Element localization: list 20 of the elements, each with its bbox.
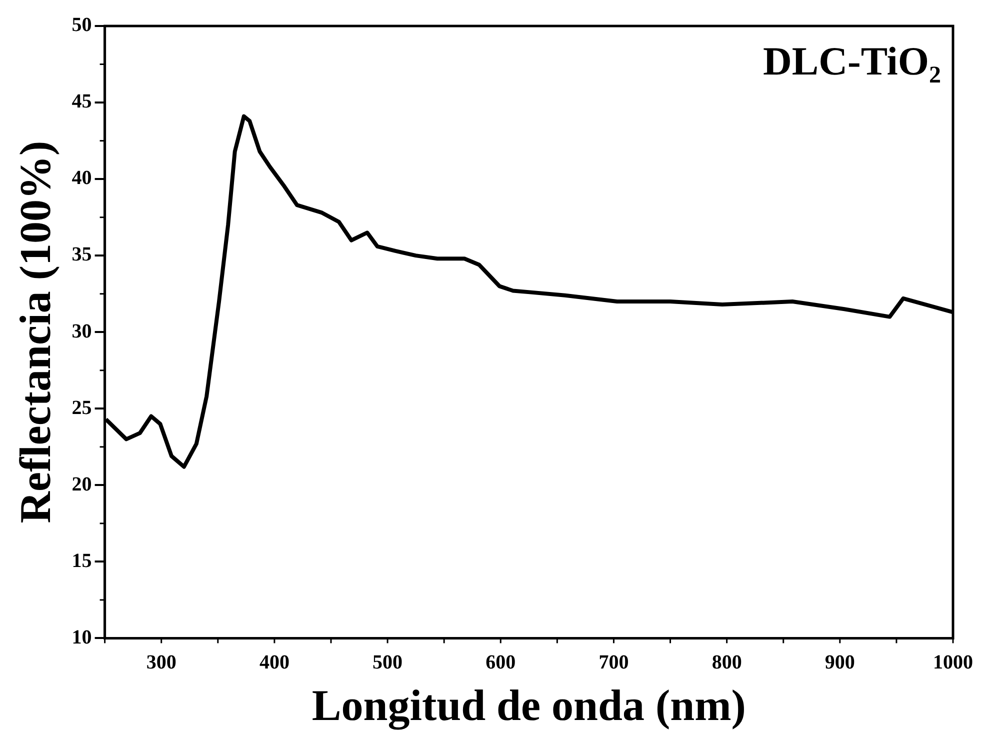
y-tick-label: 40 <box>72 167 92 190</box>
y-tick-label: 10 <box>72 626 92 648</box>
y-tick-label: 20 <box>72 473 92 496</box>
y-axis-title: Reflectancia (100%) <box>10 140 60 524</box>
x-tick-label: 700 <box>598 651 629 674</box>
x-axis-title: Longitud de onda (nm) <box>312 680 746 730</box>
y-tick-label: 15 <box>72 550 92 572</box>
chart-title: DLC-TiO₂ <box>763 38 941 84</box>
x-tick-label: 600 <box>486 651 516 674</box>
x-tick-label: 900 <box>824 651 855 674</box>
x-tick-label: 1000 <box>933 651 973 674</box>
y-tick-label: 45 <box>72 90 92 113</box>
x-tick-label: 400 <box>259 651 290 674</box>
y-tick-label: 50 <box>72 14 92 36</box>
x-tick-label: 500 <box>372 651 403 674</box>
y-tick-label: 35 <box>72 244 92 266</box>
x-tick-label: 800 <box>712 651 742 674</box>
y-tick-label: 30 <box>72 320 92 342</box>
x-tick-label: 300 <box>146 651 176 674</box>
y-tick-label: 25 <box>72 396 92 419</box>
